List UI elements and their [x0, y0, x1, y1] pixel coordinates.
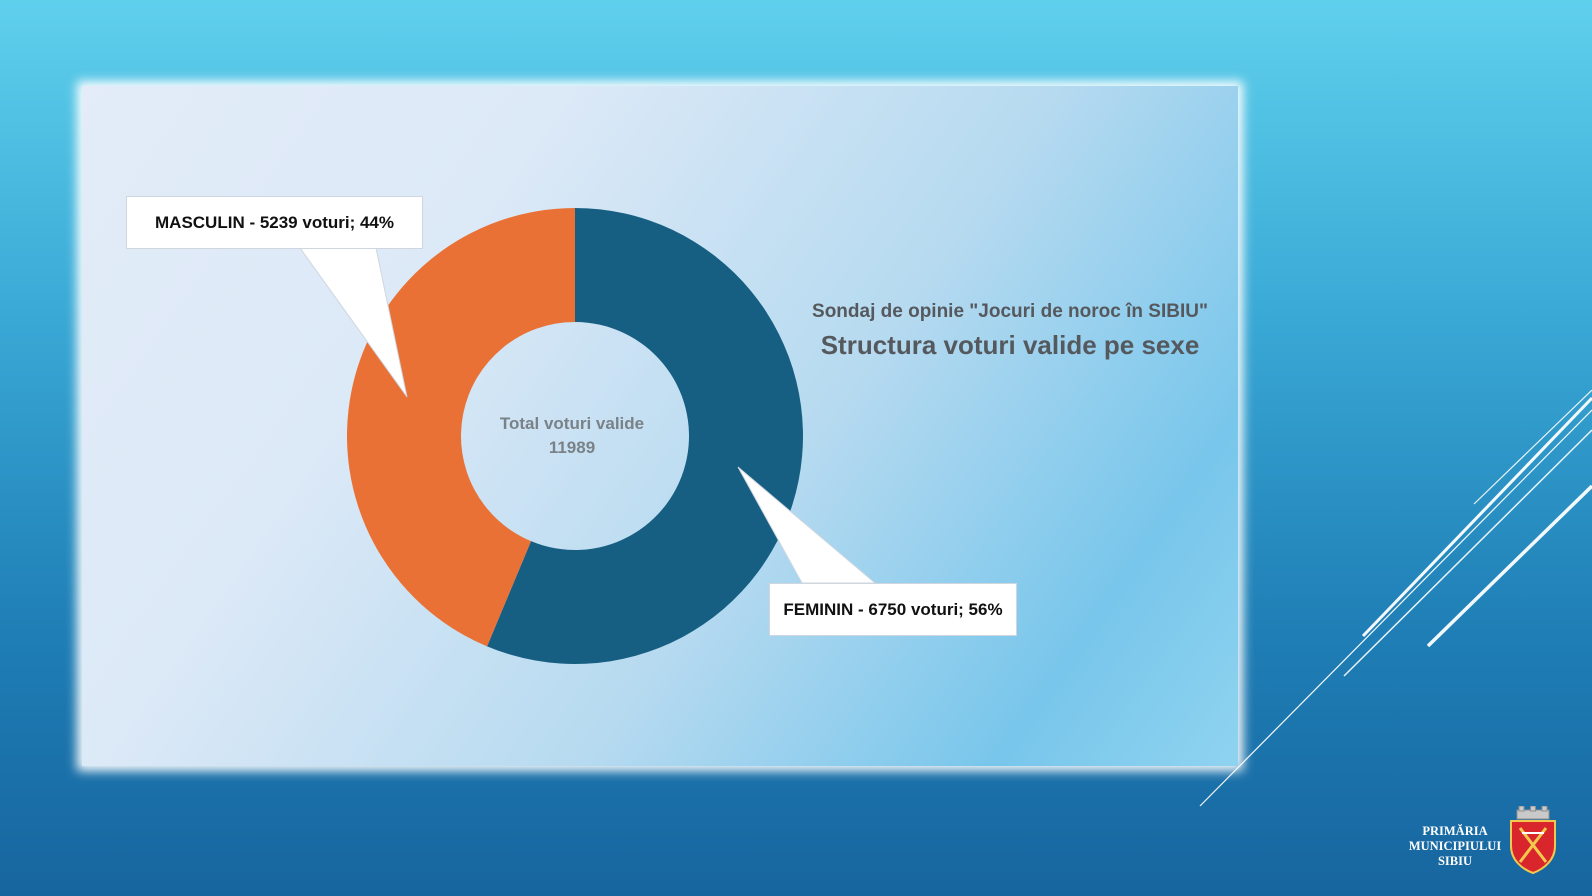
data-label-masculin-text: MASCULIN - 5239 voturi; 44%: [155, 212, 394, 232]
donut-slice-masculin: [347, 208, 575, 647]
donut-slices: [347, 208, 804, 665]
data-label-masculin: MASCULIN - 5239 voturi; 44%: [126, 196, 423, 249]
deco-line: [1199, 409, 1592, 807]
data-label-feminin: FEMININ - 6750 voturi; 56%: [769, 583, 1017, 636]
logo-line: PRIMĂRIA: [1422, 824, 1488, 838]
donut-slice-feminin: [487, 208, 804, 665]
deco-line: [1361, 396, 1592, 638]
center-value: 11989: [548, 438, 596, 457]
center-label: Total voturi valide: [499, 414, 645, 433]
logo-line: SIBIU: [1437, 854, 1473, 868]
chart-subtitle: Structura voturi valide pe sexe: [820, 330, 1200, 360]
logo-line: MUNICIPIULUI: [1408, 839, 1502, 853]
chart-title: Sondaj de opinie "Jocuri de noroc în SIB…: [812, 301, 1208, 322]
deco-line: [1426, 484, 1592, 648]
deco-line: [1343, 429, 1592, 677]
logo-text: PRIMĂRIA MUNICIPIULUI SIBIU: [1400, 824, 1510, 869]
data-label-feminin-text: FEMININ - 6750 voturi; 56%: [783, 599, 1003, 619]
callout-pointer-masculin: [299, 247, 408, 398]
coat-of-arms-icon: [1510, 806, 1556, 874]
deco-line: [1473, 389, 1592, 505]
